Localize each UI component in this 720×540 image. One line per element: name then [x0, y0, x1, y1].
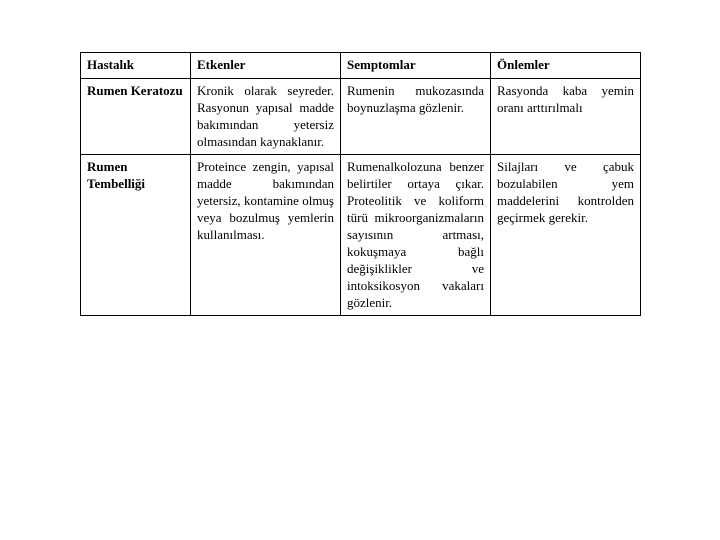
- col-header-symptoms: Semptomlar: [341, 53, 491, 79]
- col-header-disease: Hastalık: [81, 53, 191, 79]
- cell-disease: Rumen Keratozu: [81, 78, 191, 155]
- disease-table: Hastalık Etkenler Semptomlar Önlemler Ru…: [80, 52, 641, 316]
- cell-symptoms: Rumenin mukozasında boynuzlaşma gözlenir…: [341, 78, 491, 155]
- cell-precautions: Silajları ve çabuk bozulabilen yem madde…: [491, 155, 641, 316]
- cell-factors: Kronik olarak seyreder. Rasyonun yapısal…: [191, 78, 341, 155]
- cell-disease: Rumen Tembelliği: [81, 155, 191, 316]
- table-row: Rumen Tembelliği Proteince zengin, yapıs…: [81, 155, 641, 316]
- col-header-factors: Etkenler: [191, 53, 341, 79]
- table-row: Rumen Keratozu Kronik olarak seyreder. R…: [81, 78, 641, 155]
- disease-table-container: Hastalık Etkenler Semptomlar Önlemler Ru…: [80, 52, 640, 316]
- table-header-row: Hastalık Etkenler Semptomlar Önlemler: [81, 53, 641, 79]
- cell-symptoms: Rumenalkolozuna benzer belirtiler ortaya…: [341, 155, 491, 316]
- col-header-precautions: Önlemler: [491, 53, 641, 79]
- cell-precautions: Rasyonda kaba yemin oranı arttırılmalı: [491, 78, 641, 155]
- cell-factors: Proteince zengin, yapısal madde bakımınd…: [191, 155, 341, 316]
